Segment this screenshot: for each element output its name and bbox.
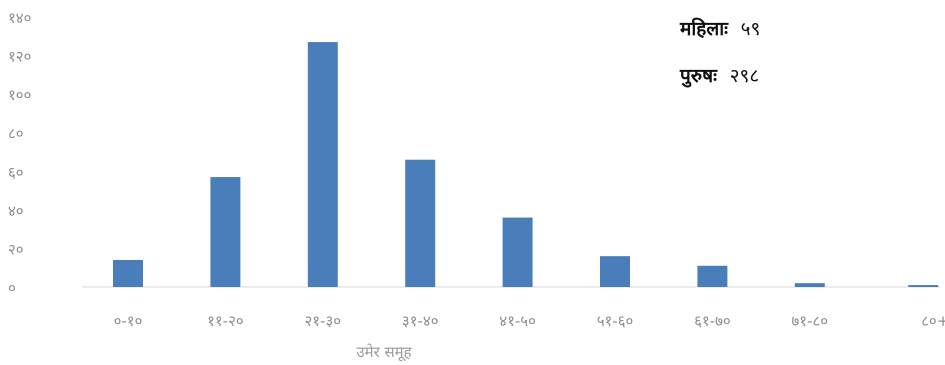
annotation-male: पुरुषः २९८: [679, 65, 759, 88]
annotation-female: महिलाः ५९: [679, 17, 760, 40]
x-axis-tick-labels: ०-१० ११-२० २१-३० ३१-४० ४१-५० ५१-६० ६१-७० ७१-८० ८…: [114, 312, 945, 330]
annotation-female-value: ५९: [741, 18, 761, 40]
x-tick-label: ११-२०: [207, 312, 244, 330]
y-tick-label: १२०: [8, 48, 31, 66]
y-axis-ticks: ० २० ४० ६० ८० १०० १२० १४०: [8, 9, 31, 297]
bar: [210, 177, 241, 287]
bar: [502, 217, 533, 287]
x-tick-label: २१-३०: [304, 312, 341, 330]
bar: [405, 159, 436, 287]
y-tick-label: १००: [8, 86, 31, 104]
annotation-female-label: महिलाः: [679, 17, 729, 40]
y-tick-label: ०: [8, 279, 16, 297]
x-tick-label: ६१-७०: [694, 312, 731, 330]
x-tick-label: ०-१०: [114, 312, 143, 330]
x-tick-label: ३१-४०: [402, 312, 439, 330]
bar: [600, 256, 630, 287]
y-tick-label: ६०: [8, 163, 24, 181]
x-tick-label: ४१-५०: [499, 312, 536, 330]
x-axis-title: उमेर समूह: [356, 343, 412, 362]
bars: [113, 42, 939, 288]
x-tick-label: ७१-८०: [791, 312, 828, 330]
y-tick-label: २०: [8, 240, 24, 258]
annotation-male-label: पुरुषः: [679, 65, 718, 88]
svg-text:पुरुषः २९८: पुरुषः २९८: [679, 65, 759, 88]
y-tick-label: १४०: [8, 9, 31, 27]
bar: [794, 283, 825, 287]
bar: [908, 285, 939, 287]
y-tick-label: ४०: [8, 202, 24, 220]
bar: [697, 265, 728, 287]
y-tick-label: ८०: [8, 125, 24, 143]
x-tick-label: ८०+: [921, 312, 945, 330]
bar: [307, 42, 338, 288]
annotation-male-value: २९८: [730, 65, 760, 87]
svg-text:महिलाः ५९: महिलाः ५९: [679, 17, 760, 40]
bar: [113, 260, 143, 287]
x-tick-label: ५१-६०: [597, 312, 634, 330]
